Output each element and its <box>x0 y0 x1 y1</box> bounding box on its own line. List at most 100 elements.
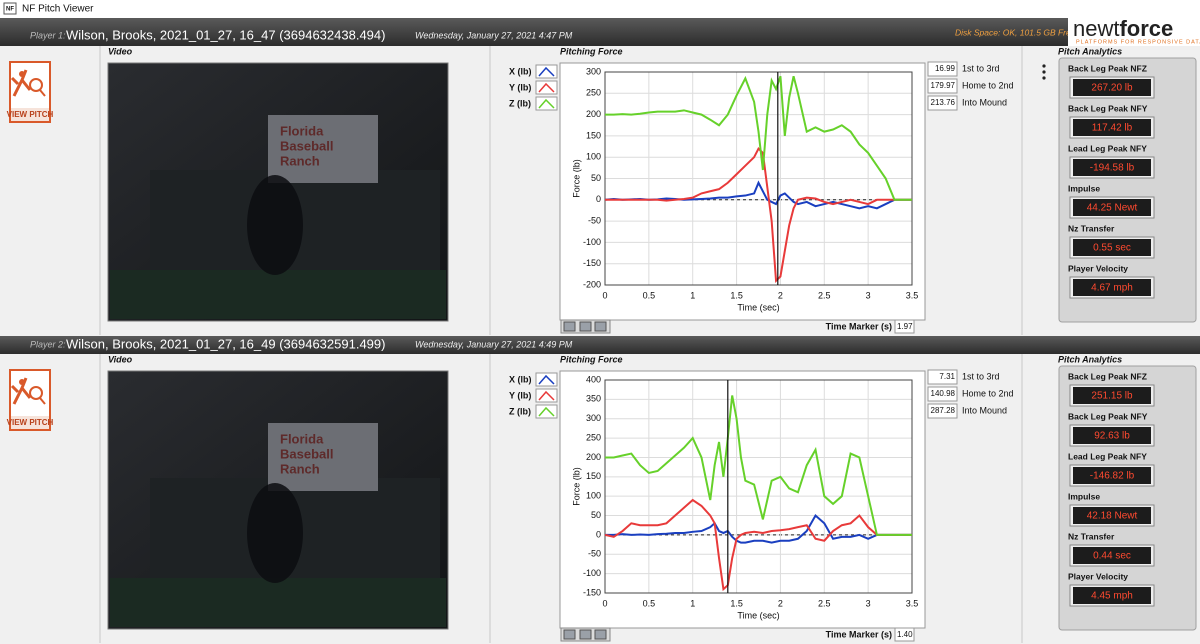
player-header-bar <box>0 18 1200 46</box>
legend-label: Z (lb) <box>509 406 531 416</box>
view-pitch-button[interactable]: VIEW PITCH <box>7 61 54 123</box>
y-tick-label: -100 <box>583 237 601 247</box>
metric-value: 0.55 sec <box>1093 243 1131 254</box>
metric-box <box>1073 199 1151 216</box>
x-axis-label: Time (sec) <box>737 302 779 312</box>
y-tick-label: 400 <box>586 374 601 384</box>
metric-box <box>1073 79 1151 96</box>
magnifier-icon <box>29 386 43 400</box>
video-banner-text: Florida <box>280 431 324 446</box>
x-tick-label: 1.5 <box>730 598 743 608</box>
force-line <box>604 180 912 210</box>
magnifier-icon <box>29 78 43 92</box>
player-label: Player 2: <box>30 339 66 349</box>
force-line <box>605 147 912 283</box>
y-tick-label: 0 <box>596 194 601 204</box>
legend-label: Y (lb) <box>509 82 531 92</box>
time-marker-label: Time Marker (s) <box>826 629 892 639</box>
toolbar-tool <box>594 629 607 640</box>
legend-label: Y (lb) <box>509 390 531 400</box>
y-tick-label: 350 <box>586 394 601 404</box>
toolbar-tool <box>594 321 607 332</box>
metric-value: 251.15 lb <box>1091 391 1133 402</box>
video-banner-text: Ranch <box>280 153 320 168</box>
metric-label: Player Velocity <box>1068 263 1128 273</box>
player-header-bar <box>0 336 1200 354</box>
chart-toolbar[interactable] <box>560 627 611 642</box>
time-marker-box <box>894 627 915 642</box>
y-tick-label: 300 <box>586 66 601 76</box>
player-title: Wilson, Brooks, 2021_01_27, 16_49 (36946… <box>66 336 385 351</box>
button-label: VIEW PITCH <box>7 110 54 119</box>
menu-dot <box>1042 70 1046 74</box>
x-tick-label: 2.5 <box>818 290 831 300</box>
y-tick-label: -150 <box>583 587 601 597</box>
legend-swatch <box>538 374 555 385</box>
metric-label: Back Leg Peak NFZ <box>1068 63 1147 73</box>
x-tick-label: 1 <box>690 598 695 608</box>
y-tick-label: 150 <box>586 471 601 481</box>
time-marker-value: 1.97 <box>897 322 913 331</box>
y-tick-label: -50 <box>588 215 601 225</box>
y-tick-label: -50 <box>588 549 601 559</box>
legend-swatch <box>538 82 555 93</box>
x-tick-label: 0.5 <box>643 598 656 608</box>
metric-box <box>1073 587 1151 604</box>
metric-label: Impulse <box>1068 491 1100 501</box>
metric-label: Lead Leg Peak NFY <box>1068 451 1147 461</box>
view-pitch-button[interactable]: VIEW PITCH <box>7 369 54 431</box>
metric-box <box>1073 507 1151 524</box>
readout-value: 287.28 <box>931 406 956 415</box>
y-tick-label: 50 <box>591 510 601 520</box>
metric-label: Back Leg Peak NFZ <box>1068 371 1147 381</box>
readout-label: Into Mound <box>962 405 1007 415</box>
time-marker-value: 1.40 <box>897 630 913 639</box>
x-axis-label: Time (sec) <box>737 610 779 620</box>
video-banner-text: Baseball <box>280 138 333 153</box>
readout-value: 179.97 <box>931 81 956 90</box>
chart-toolbar[interactable] <box>560 319 611 334</box>
metric-value: -194.58 lb <box>1090 163 1135 174</box>
section-label: Video <box>108 46 133 56</box>
metric-label: Back Leg Peak NFY <box>1068 411 1148 421</box>
metric-box <box>1073 159 1151 176</box>
video-banner <box>268 423 378 491</box>
metric-label: Lead Leg Peak NFY <box>1068 143 1147 153</box>
video-banner-text: Florida <box>280 123 324 138</box>
x-tick-label: 3 <box>866 598 871 608</box>
readout-label: Home to 2nd <box>962 388 1014 398</box>
toolbar-tool <box>563 629 576 640</box>
x-tick-label: 0.5 <box>643 290 656 300</box>
window-icon-box <box>3 2 17 15</box>
metric-label: Impulse <box>1068 183 1100 193</box>
metric-box <box>1073 427 1151 444</box>
section-label: Video <box>108 354 133 364</box>
x-tick-label: 0 <box>602 598 607 608</box>
button-caption-bar <box>11 416 49 429</box>
readout-value: 213.76 <box>931 98 956 107</box>
readout-box <box>927 403 958 419</box>
logo: newtforce <box>1073 16 1173 41</box>
metric-box <box>1073 547 1151 564</box>
section-label: Pitching Force <box>560 354 623 364</box>
x-tick-label: 1 <box>690 290 695 300</box>
metric-label: Back Leg Peak NFY <box>1068 103 1148 113</box>
window-icon: NF <box>6 7 14 13</box>
force-line <box>605 395 912 536</box>
menu-dot <box>1042 76 1046 80</box>
readout-box <box>927 78 958 94</box>
y-tick-label: -150 <box>583 258 601 268</box>
metric-box <box>1073 467 1151 484</box>
y-tick-label: 250 <box>586 88 601 98</box>
section-label: Pitch Analytics <box>1058 354 1122 364</box>
video-player-figure <box>247 175 303 275</box>
logo-light: newt <box>1073 16 1119 41</box>
time-marker-label: Time Marker (s) <box>826 321 892 331</box>
toolbar-tool <box>579 629 592 640</box>
legend-label: Z (lb) <box>509 98 531 108</box>
plot-border <box>604 379 913 594</box>
title-bar <box>0 0 1200 18</box>
force-line <box>605 513 912 544</box>
force-line <box>604 498 912 592</box>
